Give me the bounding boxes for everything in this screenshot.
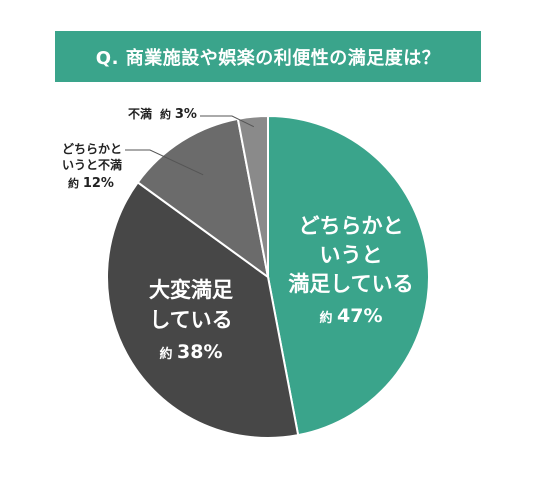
- leaders-layer: [125, 115, 255, 176]
- slice-value-label-1: 約 38%: [159, 341, 222, 363]
- title-banner: Q. 商業施設や娯楽の利便性の満足度は？: [55, 31, 481, 82]
- slice-label-2-line-1: いうと不満: [62, 157, 122, 172]
- pie-slice-1: [106, 180, 300, 439]
- slice-label-2-line-0: どちらかと: [62, 142, 122, 156]
- slice-value-label-0: 約 47%: [319, 305, 382, 327]
- pie-slice-2: [136, 117, 270, 280]
- leader-line-3: [200, 115, 255, 128]
- slice-label-0-line-1: いうと: [320, 243, 383, 267]
- slice-label-1-line-1: している: [149, 308, 232, 332]
- slice-label-0-line-0: どちらかと: [299, 214, 404, 238]
- slice-label-0-line-2: 満足している: [288, 272, 413, 296]
- slice-value-label-3: 約 3%: [160, 107, 197, 122]
- slice-label-1-line-0: 大変満足: [149, 278, 233, 302]
- slice-value-label-2: 約 12%: [68, 176, 114, 191]
- slice-label-3: 不満: [128, 106, 152, 121]
- pie-slice-0: [267, 114, 430, 437]
- leader-line-2: [125, 149, 204, 176]
- chart-title: Q. 商業施設や娯楽の利便性の満足度は？: [95, 47, 441, 69]
- slices-layer: [106, 114, 430, 439]
